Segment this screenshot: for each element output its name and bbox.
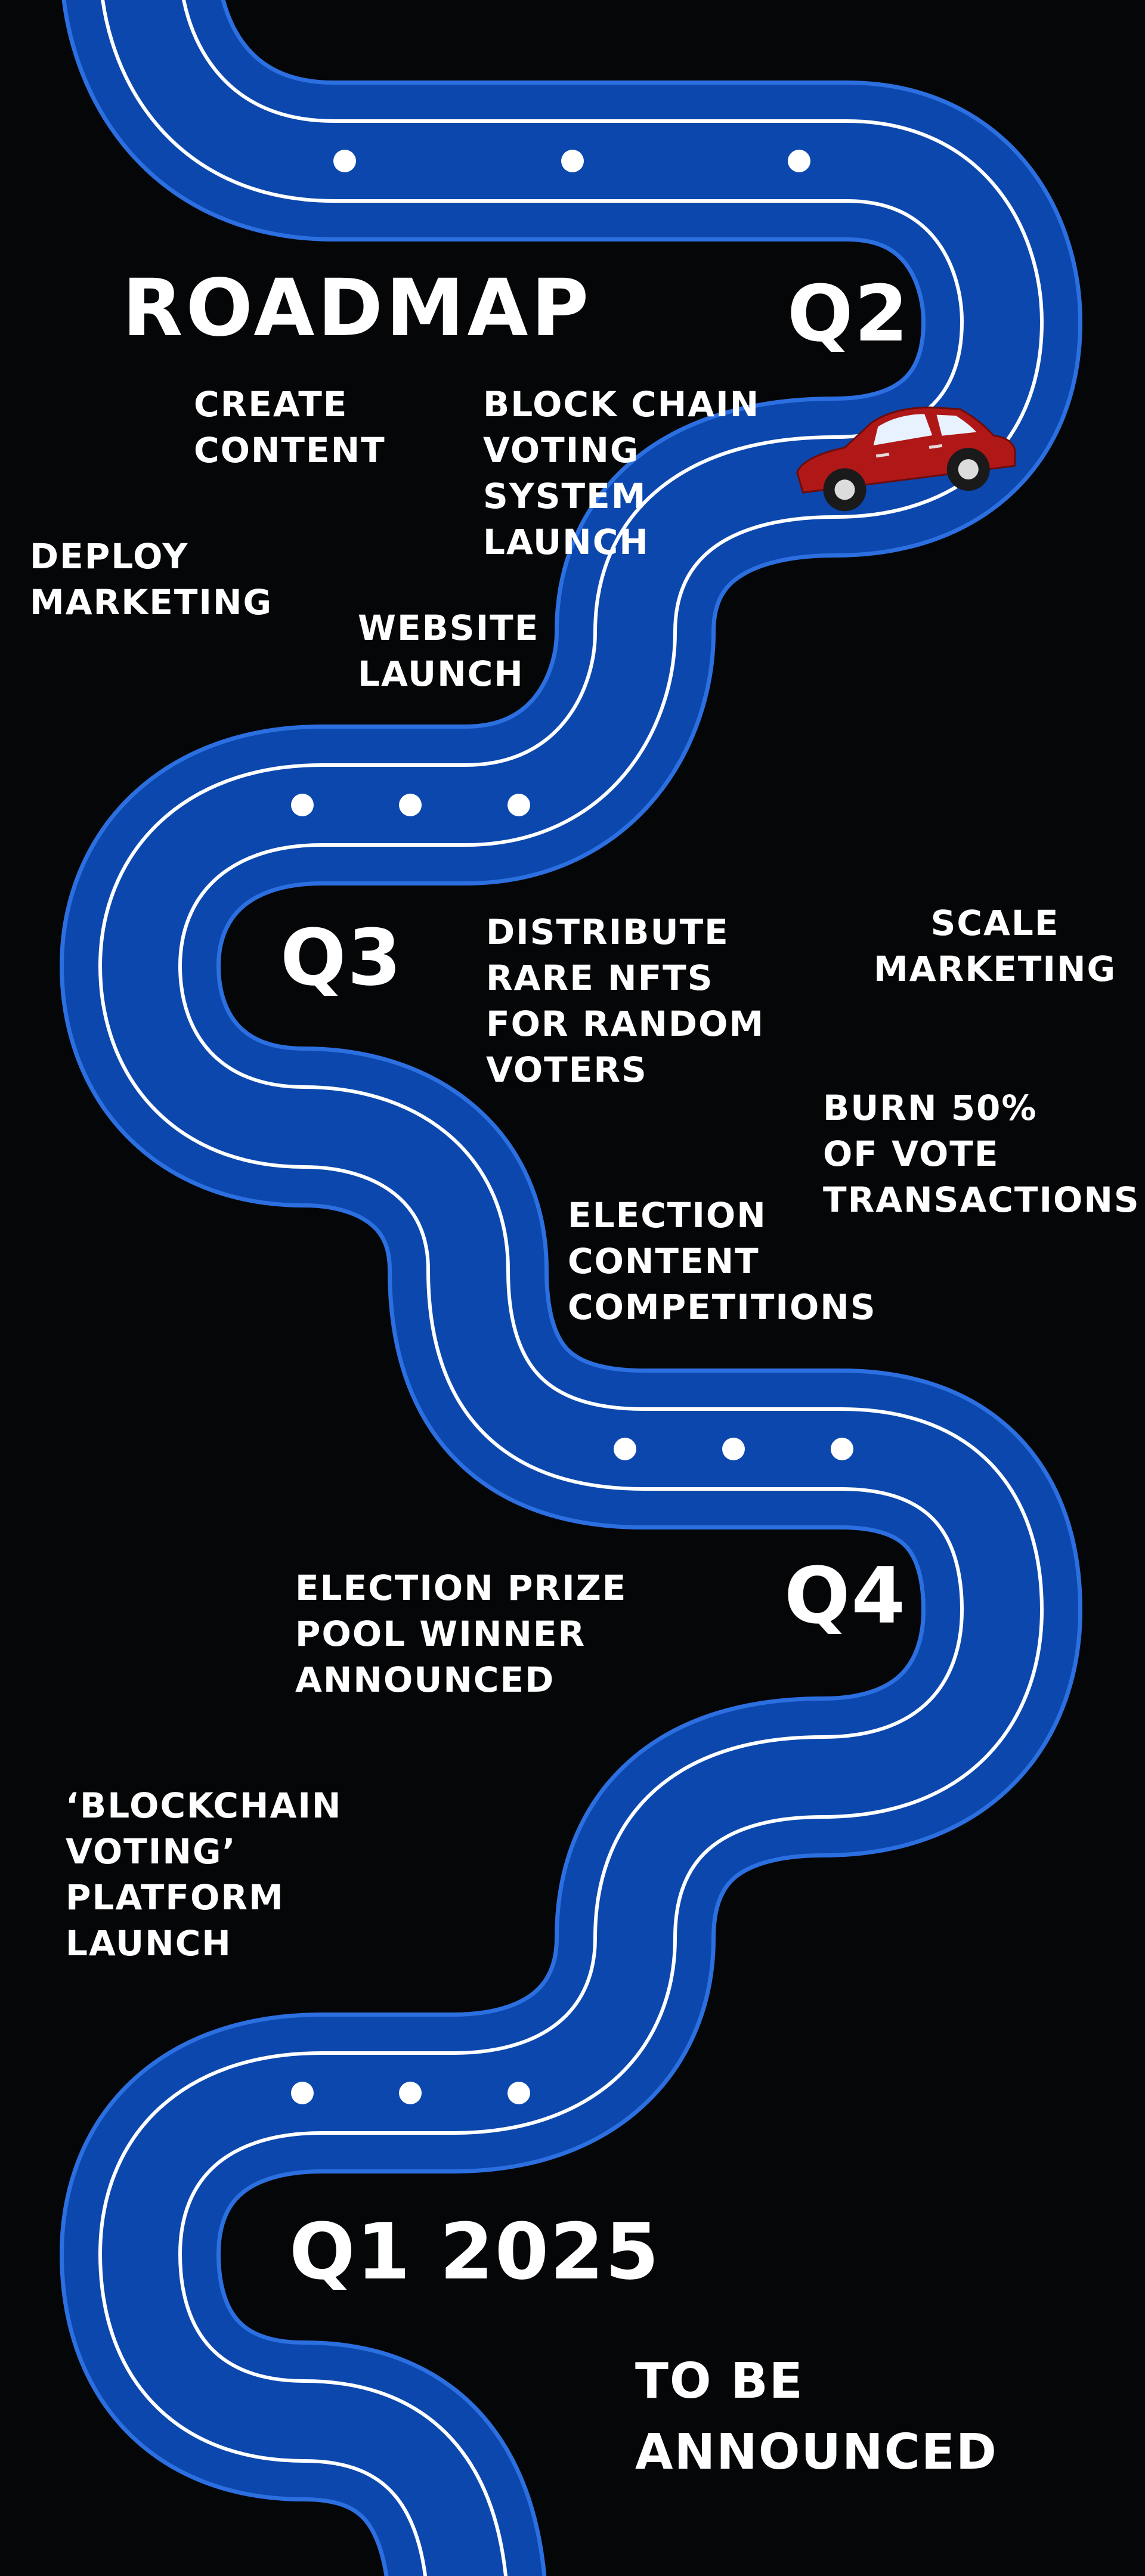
quarter-q1-2025-label: Q1 2025 xyxy=(289,2206,661,2297)
item-burn-vote-transactions: BURN 50% OF VOTE TRANSACTIONS xyxy=(823,1088,1140,1221)
lane-dot xyxy=(507,2082,530,2104)
lane-dot xyxy=(831,1438,853,1460)
item-election-content-competitions: ELECTION CONTENT COMPETITIONS xyxy=(568,1195,877,1328)
lane-dot xyxy=(333,150,356,172)
lane-dot xyxy=(399,794,422,816)
item-election-prize-pool: ELECTION PRIZE POOL WINNER ANNOUNCED xyxy=(295,1568,627,1701)
item-deploy-marketing: DEPLOY MARKETING xyxy=(30,536,273,623)
lane-dots xyxy=(291,150,853,2104)
quarter-q4-label: Q4 xyxy=(784,1550,906,1641)
item-create-content: CREATE CONTENT xyxy=(194,384,386,471)
quarter-q2-label: Q2 xyxy=(787,268,909,359)
lane-dot xyxy=(291,2082,314,2104)
item-blockchain-voting-system-launch: BLOCK CHAIN VOTING SYSTEM LAUNCH xyxy=(483,384,760,563)
item-scale-marketing: SCALE MARKETING xyxy=(874,903,1117,990)
lane-dot xyxy=(561,150,584,172)
item-to-be-announced: TO BE ANNOUNCED xyxy=(635,2353,998,2481)
lane-dot xyxy=(507,794,530,816)
lane-dot xyxy=(614,1438,636,1460)
item-website-launch: WEBSITE LAUNCH xyxy=(358,608,540,695)
lane-dot xyxy=(399,2082,422,2104)
car-icon xyxy=(796,406,1016,512)
lane-dot xyxy=(291,794,314,816)
item-distribute-rare-nfts: DISTRIBUTE RARE NFTS FOR RANDOM VOTERS xyxy=(486,912,765,1091)
lane-dot xyxy=(788,150,810,172)
item-blockchain-voting-platform-launch: ‘BLOCKCHAIN VOTING’ PLATFORM LAUNCH xyxy=(66,1785,342,1964)
quarter-q3-label: Q3 xyxy=(280,912,403,1003)
lane-dot xyxy=(722,1438,745,1460)
page-title: ROADMAP xyxy=(122,262,592,354)
